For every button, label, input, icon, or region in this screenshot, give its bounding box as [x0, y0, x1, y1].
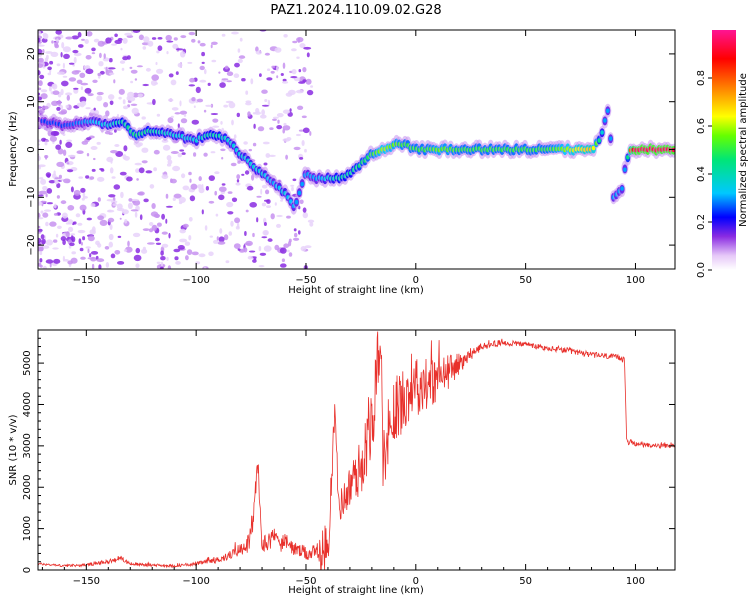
- spectrogram-x-tick-label: 100: [626, 275, 645, 286]
- snr-y-tick-label: 4000: [22, 392, 33, 417]
- snr-x-ticks: −150 −100 −50 0 50 100: [41, 330, 658, 587]
- spectrogram-y-ticks: −20 −10 0 10 20: [26, 48, 675, 256]
- figure-title: PAZ1.2024.110.09.02.G28: [270, 3, 441, 18]
- snr-x-axis-label: Height of straight line (km): [288, 585, 424, 596]
- snr-y-tick-label: 1000: [22, 516, 33, 541]
- spectrogram-x-tick-label: −100: [182, 275, 209, 286]
- colorbar-tick-label: 0.6: [696, 118, 707, 134]
- spectrogram-x-tick-label: 0: [413, 275, 419, 286]
- colorbar-gradient: [712, 30, 736, 270]
- snr-x-tick-label: −100: [182, 576, 209, 587]
- spectrogram-x-tick-label: −50: [295, 275, 316, 286]
- snr-panel: −150 −100 −50 0 50 100 010002000300040005000 …: [8, 329, 676, 596]
- snr-y-tick-label: 2000: [22, 475, 33, 500]
- colorbar: 0.0 0.2 0.4 0.6 0.8 Normalized spectral ampl…: [696, 30, 749, 278]
- spectrogram-x-tick-label: 50: [519, 275, 532, 286]
- spectrogram-ridge: [38, 103, 675, 215]
- spectrogram-y-tick-label: 20: [26, 48, 37, 61]
- spectrogram-y-tick-label: 0: [26, 146, 37, 152]
- snr-x-tick-label: 0: [413, 576, 419, 587]
- snr-series-line: [38, 331, 675, 570]
- colorbar-ticks: 0.0 0.2 0.4 0.6 0.8: [696, 70, 712, 278]
- colorbar-tick-label: 0.0: [696, 262, 707, 278]
- colorbar-label: Normalized spectral amplitude: [738, 73, 749, 227]
- snr-x-tick-label: −150: [73, 576, 100, 587]
- snr-x-tick-label: 50: [519, 576, 532, 587]
- colorbar-tick-label: 0.2: [696, 214, 707, 230]
- spectrogram-x-ticks: −150 −100 −50 0 50 100: [73, 30, 645, 286]
- snr-y-tick-label: 5000: [22, 350, 33, 375]
- spectrogram-y-tick-label: −20: [26, 235, 37, 256]
- snr-x-tick-label: 100: [626, 576, 645, 587]
- spectrogram-x-tick-label: −150: [73, 275, 100, 286]
- spectrogram-y-tick-label: −10: [26, 187, 37, 208]
- snr-frame: [37, 329, 676, 571]
- snr-plot-area: [38, 330, 675, 570]
- snr-y-tick-label: 3000: [22, 433, 33, 458]
- snr-y-tick-label: 0: [22, 567, 33, 573]
- snr-y-ticks: 0 1000 2000 3000 4000 5000: [22, 337, 675, 573]
- snr-y-axis-label: SNR (10 * v/v): [8, 414, 19, 485]
- spectrogram-y-axis-label: Frequency (Hz): [8, 111, 19, 187]
- colorbar-tick-label: 0.4: [696, 166, 707, 182]
- spectrogram-y-tick-label: 10: [26, 95, 37, 108]
- snr-x-tick-label: −50: [295, 576, 316, 587]
- colorbar-tick-label: 0.8: [696, 70, 707, 86]
- spectrogram-x-axis-label: Height of straight line (km): [288, 285, 424, 296]
